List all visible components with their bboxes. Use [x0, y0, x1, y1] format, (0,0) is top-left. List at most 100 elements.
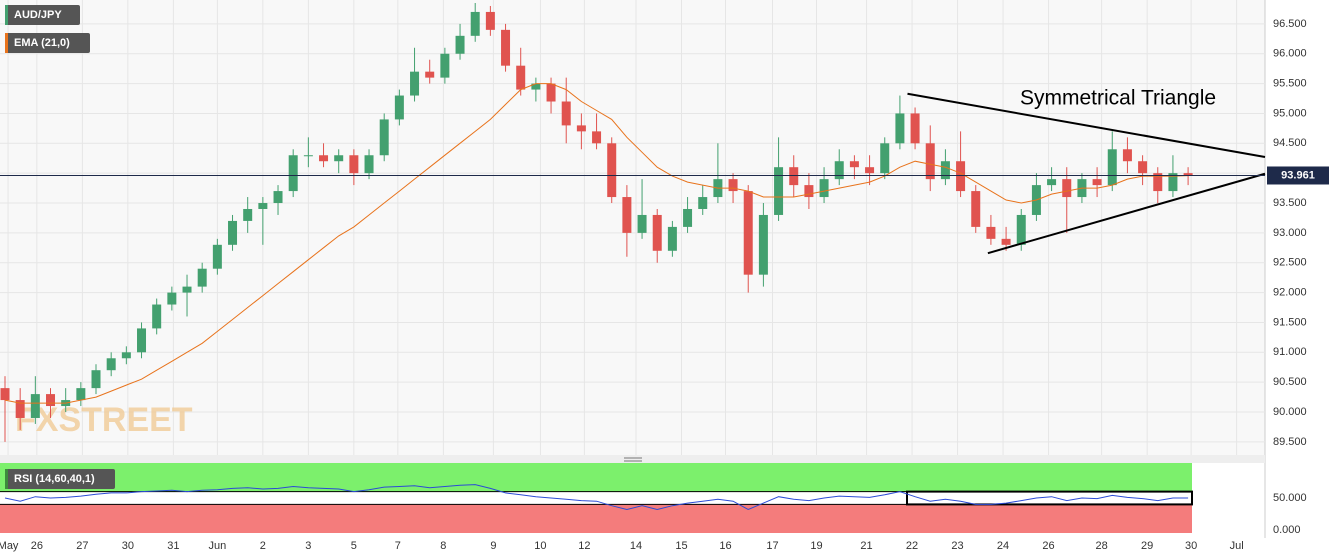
candle-body: [758, 214, 768, 275]
legend-label: AUD/JPY: [14, 9, 62, 21]
candle-body: [182, 286, 192, 293]
legend-swatch: [5, 5, 8, 25]
candle-body: [349, 155, 359, 174]
candle-body: [212, 244, 222, 269]
x-tick-label: 16: [719, 540, 731, 552]
x-tick-label: 3: [305, 540, 311, 552]
legend-box: [5, 469, 115, 489]
y-tick-label: 91.500: [1273, 316, 1307, 328]
legend-label: RSI (14,60,40,1): [14, 473, 95, 485]
candle-body: [743, 191, 753, 275]
candle-body: [895, 113, 905, 144]
candle-body: [197, 268, 207, 287]
x-tick-label: 30: [122, 540, 134, 552]
candle-body: [849, 161, 859, 168]
candle-body: [986, 226, 996, 239]
y-tick-label: 94.500: [1273, 137, 1307, 149]
y-tick-label: 93.000: [1273, 227, 1307, 239]
candle-body: [728, 179, 738, 192]
trendline: [907, 92, 1266, 159]
legend-box: [5, 33, 90, 53]
candle-body: [425, 71, 435, 78]
y-tick-label: 95.500: [1273, 78, 1307, 90]
candle-body: [76, 388, 86, 401]
candle-body: [804, 185, 814, 198]
x-tick-label: 27: [76, 540, 88, 552]
y-tick-label: 90.500: [1273, 376, 1307, 388]
candle-body: [910, 113, 920, 144]
y-tick-label: 96.500: [1273, 18, 1307, 30]
price-tag-label: 93.961: [1281, 169, 1315, 181]
x-tick-label: 29: [1141, 540, 1153, 552]
candle-body: [880, 143, 890, 174]
candle-body: [637, 214, 647, 233]
y-tick-label: 95.000: [1273, 107, 1307, 119]
rsi-oversold-zone: [0, 504, 1192, 533]
candle-body: [531, 83, 541, 90]
price-tag: [1267, 166, 1329, 185]
candle-body: [683, 208, 693, 227]
y-tick-label: 96.000: [1273, 48, 1307, 60]
candle-body: [137, 328, 147, 353]
candle-body: [1183, 173, 1193, 176]
candle-body: [167, 292, 177, 305]
x-tick-label: 2: [260, 540, 266, 552]
candle-body: [288, 155, 298, 192]
candle-body: [364, 155, 374, 174]
y-tick-label: 92.500: [1273, 257, 1307, 269]
candle-body: [834, 161, 844, 180]
legend-label: EMA (21,0): [14, 37, 70, 49]
x-tick-label: 9: [490, 540, 496, 552]
rsi-range-box: [906, 490, 1193, 506]
candle-body: [592, 131, 602, 144]
candle-body: [501, 29, 511, 66]
x-tick-label: 5: [351, 540, 357, 552]
y-tick-label: 90.000: [1273, 406, 1307, 418]
candle-body: [819, 179, 829, 198]
candle-body: [1062, 179, 1072, 198]
candle-body: [561, 101, 571, 126]
candle-body: [1122, 149, 1132, 162]
price-axis: [1265, 0, 1331, 558]
legend-swatch: [5, 469, 8, 489]
x-tick-label: 26: [31, 540, 43, 552]
x-tick-label: May: [0, 540, 19, 552]
candle-body: [607, 143, 617, 198]
candle-body: [956, 161, 966, 192]
pane-divider: [0, 455, 1265, 463]
watermark: FXSTREET: [15, 401, 193, 439]
annotation: Symmetrical Triangle: [1020, 87, 1216, 110]
candle-body: [516, 65, 526, 90]
x-tick-label: 15: [675, 540, 687, 552]
candle-body: [1153, 173, 1163, 192]
candle-body: [394, 95, 404, 120]
candle-body: [940, 161, 950, 180]
candle-body: [971, 191, 981, 227]
x-tick-label: Jul: [1230, 540, 1244, 552]
x-tick-label: 7: [395, 540, 401, 552]
candle-body: [15, 400, 25, 418]
candle-body: [774, 167, 784, 215]
x-tick-label: Jun: [208, 540, 226, 552]
x-tick-label: 23: [951, 540, 963, 552]
x-tick-label: 30: [1185, 540, 1197, 552]
candle-body: [243, 208, 253, 221]
ema-line: [4, 83, 1189, 404]
candle-body: [1138, 161, 1148, 174]
candle-body: [470, 11, 480, 36]
candle-body: [0, 388, 10, 401]
candle-body: [925, 143, 935, 180]
y-tick-label: 89.500: [1273, 436, 1307, 448]
candle-body: [30, 394, 40, 418]
x-tick-label: 17: [766, 540, 778, 552]
legend-box: [5, 5, 80, 25]
candle-body: [789, 167, 799, 186]
x-tick-label: 21: [860, 540, 872, 552]
candle-body: [1047, 179, 1057, 186]
x-tick-label: 28: [1096, 540, 1108, 552]
rsi-line: [4, 484, 1189, 511]
x-tick-label: 14: [630, 540, 642, 552]
candle-body: [1092, 179, 1102, 186]
candle-body: [652, 214, 662, 251]
candle-body: [303, 155, 313, 157]
